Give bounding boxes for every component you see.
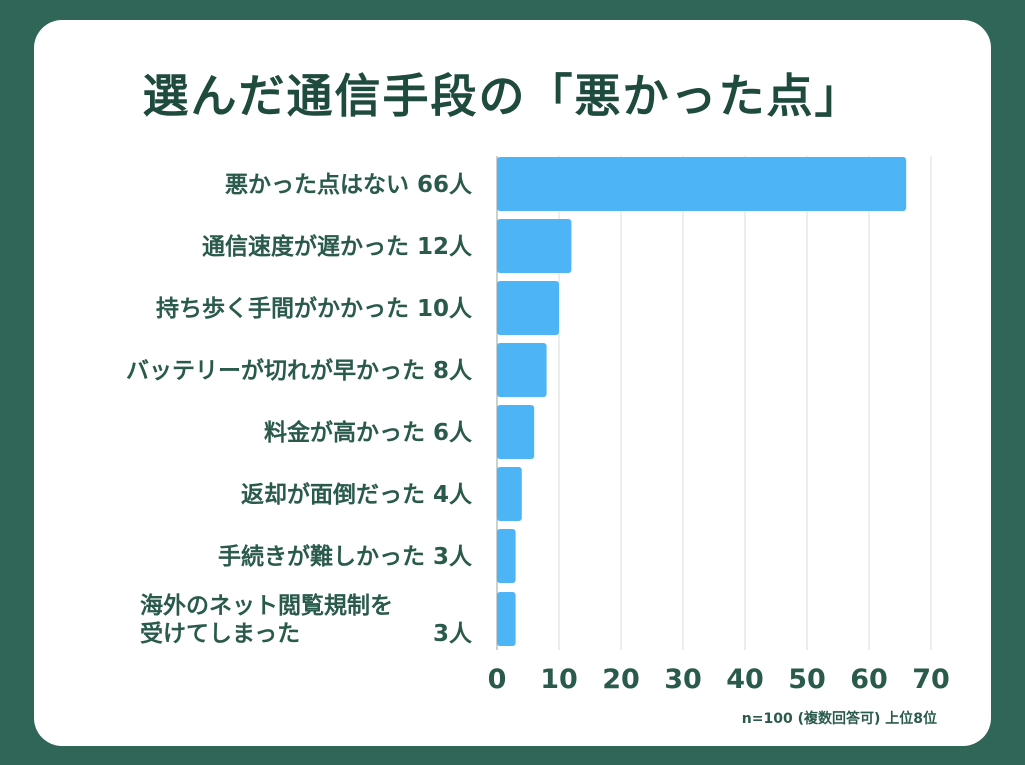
- bar: [497, 219, 572, 273]
- category-label: 受けてしまった: [140, 620, 300, 647]
- category-label: 悪かった点はない 66人: [225, 172, 473, 198]
- bar: [497, 405, 535, 459]
- value-label: 3人: [433, 621, 473, 647]
- bar: [497, 343, 547, 397]
- category-label: 料金が高かった 6人: [264, 419, 473, 446]
- x-tick-label: 60: [850, 664, 888, 695]
- chart-title: 選んだ通信手段の「悪かった点」: [142, 69, 863, 123]
- bar: [497, 157, 907, 211]
- category-label: 持ち歩く手間がかかった 10人: [156, 295, 473, 322]
- x-axis-ticks: 0 10 20 30 40 50 60 70: [488, 664, 950, 695]
- category-label: 海外のネット閲覧規制を: [140, 592, 393, 619]
- bar: [497, 529, 516, 583]
- bar: [497, 592, 516, 646]
- category-label: 通信速度が遅かった 12人: [202, 233, 473, 260]
- x-tick-label: 40: [726, 664, 764, 695]
- x-tick-label: 50: [788, 664, 826, 695]
- bars: [497, 157, 907, 646]
- category-label: バッテリーが切れが早かった 8人: [126, 357, 473, 384]
- category-label: 手続きが難しかった 3人: [218, 543, 473, 570]
- bar: [497, 281, 559, 335]
- x-tick-label: 20: [602, 664, 640, 695]
- x-tick-label: 0: [488, 664, 507, 695]
- category-label: 返却が面倒だった 4人: [241, 481, 473, 508]
- bar: [497, 467, 522, 521]
- x-tick-label: 10: [540, 664, 578, 695]
- x-tick-label: 70: [912, 664, 950, 695]
- x-tick-label: 30: [664, 664, 702, 695]
- sample-note: n=100 (複数回答可) 上位8位: [741, 711, 937, 727]
